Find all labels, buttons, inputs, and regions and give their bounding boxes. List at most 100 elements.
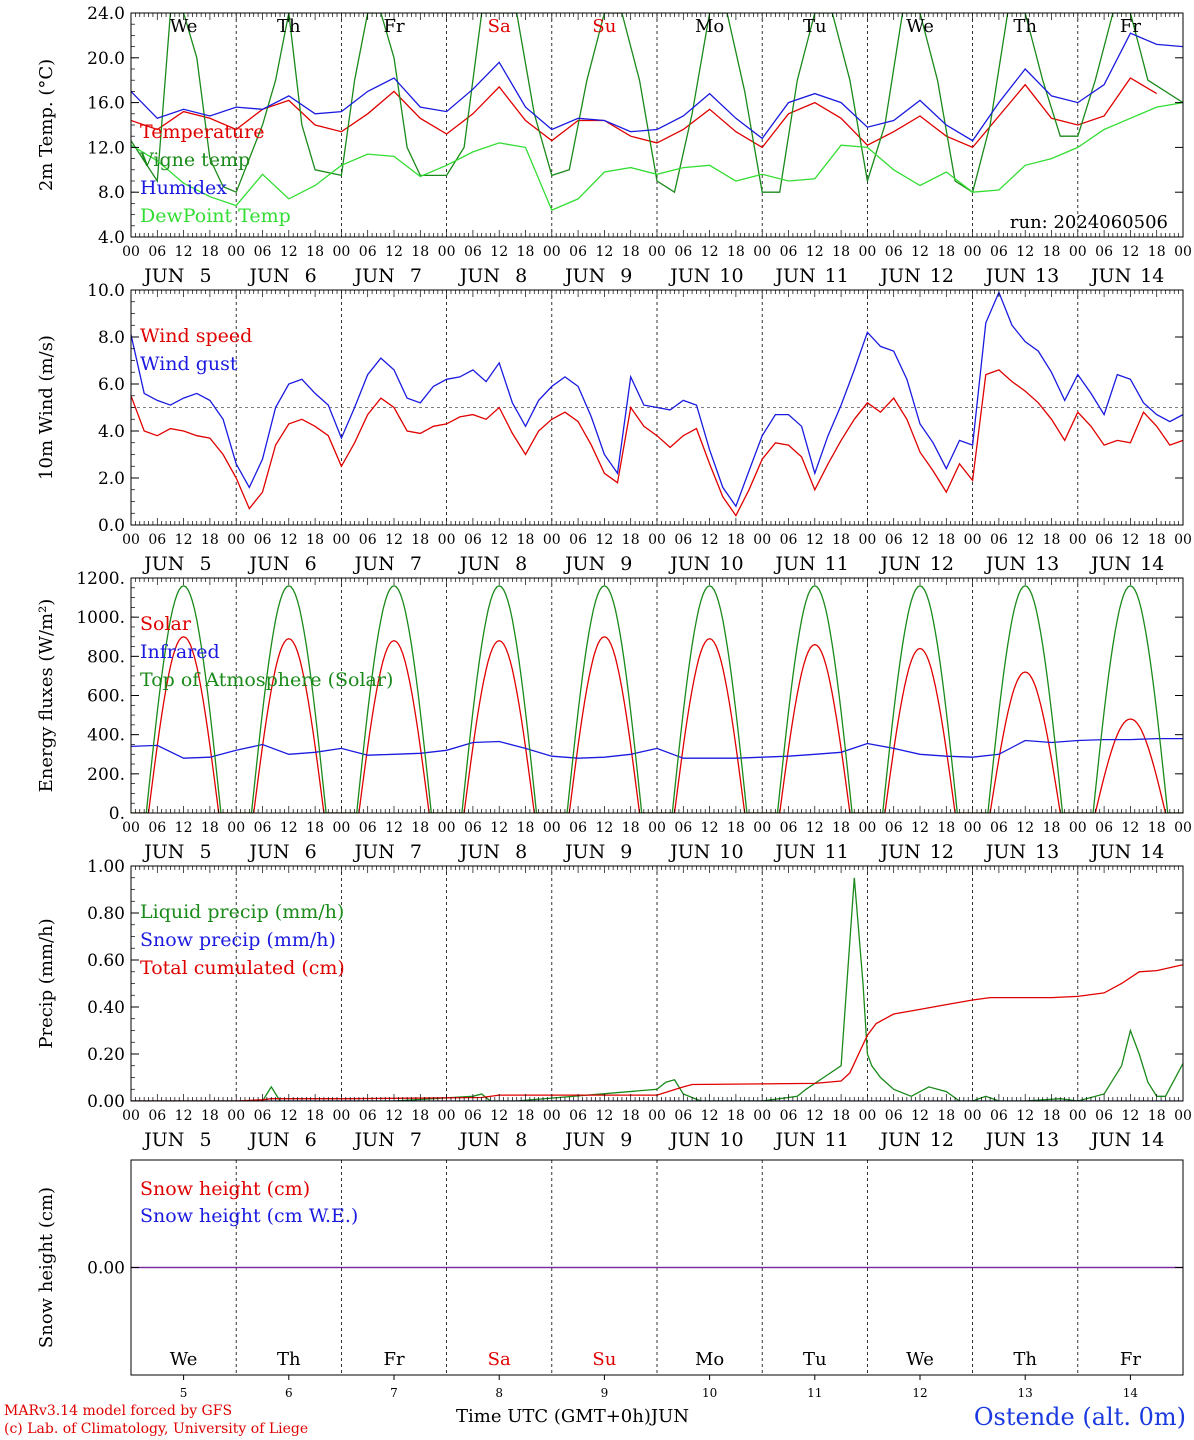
hour-tick-label: 06 bbox=[254, 820, 272, 836]
hour-tick-label: 00 bbox=[438, 1108, 456, 1124]
hour-tick-label: 06 bbox=[254, 532, 272, 548]
date-day-label: 8 bbox=[515, 265, 527, 287]
weekday-label: Mo bbox=[695, 1349, 724, 1370]
date-day-label: 14 bbox=[1140, 553, 1164, 575]
hour-tick-label: 00 bbox=[227, 820, 245, 836]
hour-tick-label: 12 bbox=[1121, 1108, 1139, 1124]
date-month-label: JUN bbox=[773, 553, 815, 575]
hour-tick-label: 00 bbox=[122, 820, 140, 836]
hour-tick-label: 18 bbox=[517, 532, 535, 548]
hour-tick-label: 00 bbox=[438, 244, 456, 260]
bottom-day-label: 13 bbox=[1018, 1386, 1033, 1400]
hour-tick-label: 18 bbox=[306, 820, 324, 836]
y-tick-label: 16.0 bbox=[87, 94, 125, 114]
hour-tick-label: 00 bbox=[1174, 244, 1192, 260]
hour-tick-label: 18 bbox=[832, 820, 850, 836]
date-day-label: 10 bbox=[719, 1129, 743, 1151]
date-day-label: 6 bbox=[305, 553, 317, 575]
hour-tick-label: 00 bbox=[753, 1108, 771, 1124]
date-day-label: 13 bbox=[1035, 553, 1059, 575]
legend-label-temp-2: Humidex bbox=[140, 177, 227, 199]
date-day-label: 6 bbox=[305, 265, 317, 287]
hour-tick-label: 12 bbox=[701, 1108, 719, 1124]
date-day-label: 9 bbox=[620, 265, 632, 287]
hour-tick-label: 06 bbox=[569, 532, 587, 548]
weekday-label: Su bbox=[592, 1349, 616, 1370]
hour-tick-label: 00 bbox=[227, 532, 245, 548]
date-day-label: 9 bbox=[620, 1129, 632, 1151]
legend-label-precip-0: Liquid precip (mm/h) bbox=[140, 901, 344, 923]
hour-tick-label: 06 bbox=[148, 244, 166, 260]
weekday-label: Th bbox=[1013, 1349, 1037, 1370]
hour-tick-label: 06 bbox=[674, 820, 692, 836]
station-name: Ostende (alt. 0m) bbox=[973, 1403, 1186, 1431]
hour-tick-label: 18 bbox=[201, 244, 219, 260]
date-day-label: 8 bbox=[515, 841, 527, 863]
series-line-precip-2 bbox=[131, 964, 1183, 1101]
weekday-label: We bbox=[906, 16, 934, 37]
hour-tick-label: 18 bbox=[832, 244, 850, 260]
y-tick-label: 800. bbox=[87, 647, 125, 667]
hour-tick-label: 00 bbox=[1069, 244, 1087, 260]
date-day-label: 10 bbox=[719, 265, 743, 287]
hour-tick-label: 06 bbox=[464, 1108, 482, 1124]
hour-tick-label: 18 bbox=[727, 1108, 745, 1124]
hour-tick-label: 12 bbox=[490, 1108, 508, 1124]
hour-tick-label: 18 bbox=[306, 1108, 324, 1124]
hour-tick-label: 18 bbox=[622, 244, 640, 260]
hour-tick-label: 00 bbox=[122, 532, 140, 548]
hour-tick-label: 12 bbox=[911, 1108, 929, 1124]
y-tick-label: 400. bbox=[87, 726, 125, 746]
hour-tick-label: 18 bbox=[937, 820, 955, 836]
hour-tick-label: 06 bbox=[674, 1108, 692, 1124]
hour-tick-label: 06 bbox=[569, 1108, 587, 1124]
hour-tick-label: 18 bbox=[306, 532, 324, 548]
bottom-day-label: 14 bbox=[1123, 1386, 1139, 1400]
hour-tick-label: 12 bbox=[806, 532, 824, 548]
hour-tick-label: 18 bbox=[727, 244, 745, 260]
date-month-label: JUN bbox=[563, 841, 605, 863]
hour-tick-label: 00 bbox=[964, 1108, 982, 1124]
legend-label-precip-1: Snow precip (mm/h) bbox=[140, 929, 336, 951]
date-day-label: 10 bbox=[719, 841, 743, 863]
hour-tick-label: 06 bbox=[359, 820, 377, 836]
hour-tick-label: 00 bbox=[122, 1108, 140, 1124]
hour-tick-label: 06 bbox=[148, 532, 166, 548]
hour-tick-label: 18 bbox=[517, 820, 535, 836]
hour-tick-label: 12 bbox=[175, 244, 193, 260]
hour-tick-label: 06 bbox=[990, 532, 1008, 548]
series-line-temp-3 bbox=[131, 101, 1183, 211]
hour-tick-label: 00 bbox=[438, 532, 456, 548]
date-month-label: JUN bbox=[773, 1129, 815, 1151]
date-day-label: 7 bbox=[410, 553, 422, 575]
hour-tick-label: 00 bbox=[332, 532, 350, 548]
model-credit: MARv3.14 model forced by GFS bbox=[4, 1403, 233, 1419]
hour-tick-label: 12 bbox=[385, 820, 403, 836]
weekday-label: We bbox=[906, 1349, 934, 1370]
hour-tick-label: 00 bbox=[858, 244, 876, 260]
hour-tick-label: 12 bbox=[280, 1108, 298, 1124]
date-month-label: JUN bbox=[247, 265, 289, 287]
hour-tick-label: 06 bbox=[1095, 532, 1113, 548]
weekday-label: Fr bbox=[383, 1349, 404, 1370]
hour-tick-label: 12 bbox=[385, 244, 403, 260]
date-day-label: 8 bbox=[515, 1129, 527, 1151]
date-month-label: JUN bbox=[879, 553, 921, 575]
hour-tick-label: 00 bbox=[648, 820, 666, 836]
date-month-label: JUN bbox=[563, 265, 605, 287]
date-day-label: 11 bbox=[825, 265, 849, 287]
hour-tick-label: 00 bbox=[1174, 1108, 1192, 1124]
y-tick-label: 600. bbox=[87, 687, 125, 707]
bottom-day-label: 12 bbox=[912, 1386, 927, 1400]
date-day-label: 13 bbox=[1035, 265, 1059, 287]
hour-tick-label: 18 bbox=[1043, 1108, 1061, 1124]
hour-tick-label: 00 bbox=[1174, 820, 1192, 836]
bottom-day-label: 9 bbox=[601, 1386, 609, 1400]
date-month-label: JUN bbox=[353, 553, 395, 575]
hour-tick-label: 18 bbox=[622, 532, 640, 548]
hour-tick-label: 12 bbox=[1016, 244, 1034, 260]
series-line-energy-2 bbox=[131, 585, 1183, 813]
hour-tick-label: 12 bbox=[806, 820, 824, 836]
hour-tick-label: 12 bbox=[175, 1108, 193, 1124]
hour-tick-label: 06 bbox=[990, 1108, 1008, 1124]
